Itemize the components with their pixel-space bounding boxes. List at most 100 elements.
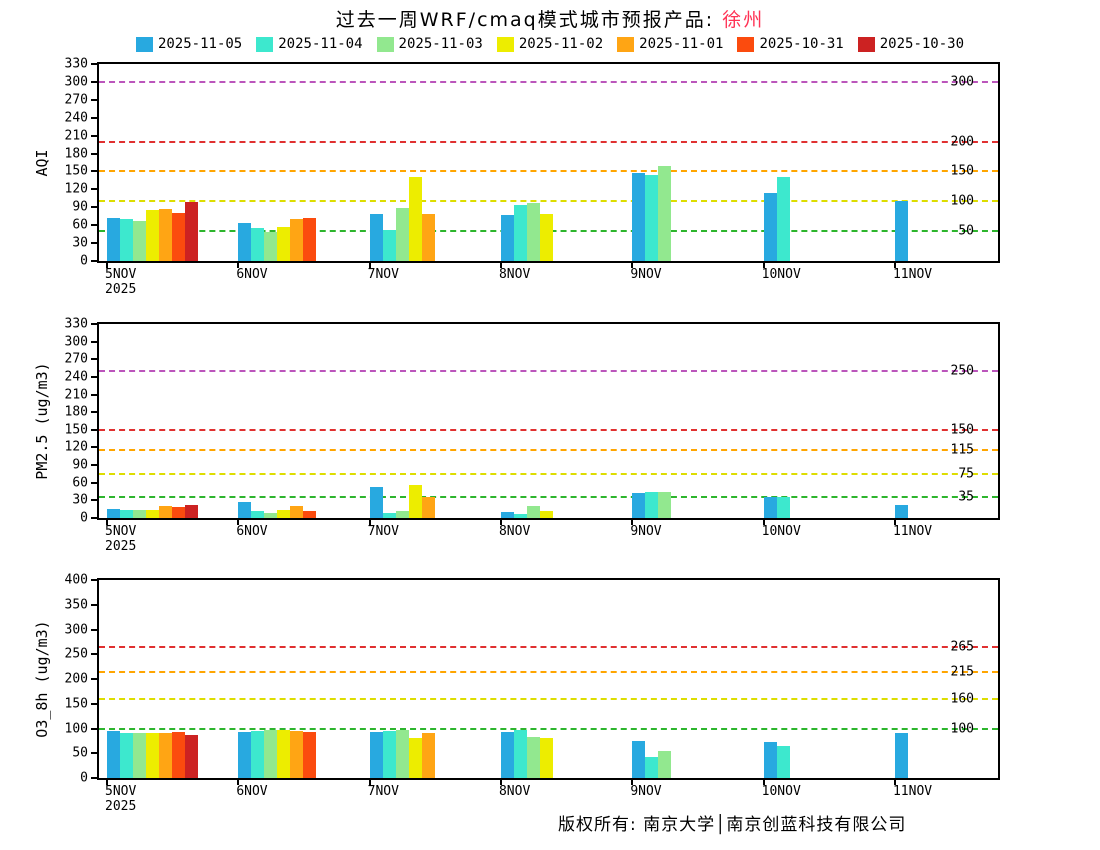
y-tick: [91, 206, 99, 209]
bar-2025-10-30-5NOV: [185, 201, 198, 261]
legend-swatch: [135, 36, 153, 52]
threshold-label-215: 215: [950, 664, 974, 680]
bar-2025-11-05-5NOV: [107, 218, 120, 261]
bar-2025-11-04-5NOV: [120, 509, 133, 518]
bar-2025-11-05-9NOV: [632, 493, 646, 518]
bar-2025-11-01-6NOV: [290, 730, 304, 778]
threshold-label-150: 150: [950, 163, 974, 179]
threshold-label-35: 35: [958, 489, 974, 505]
y-tick-label: 90: [72, 457, 88, 473]
bar-2025-11-05-9NOV: [632, 172, 646, 261]
x-tick-label: 6NOV: [236, 524, 268, 539]
y-tick-label: 120: [64, 439, 88, 455]
threshold-line-200: [99, 140, 998, 143]
y-tick-label: 50: [72, 745, 88, 761]
bar-2025-11-02-7NOV: [408, 484, 422, 518]
threshold-line-160: [99, 697, 998, 700]
legend-label: 2025-11-02: [518, 36, 604, 52]
bar-2025-11-04-6NOV: [251, 730, 265, 778]
bar-2025-11-03-8NOV: [526, 506, 540, 518]
bar-2025-11-01-6NOV: [290, 219, 304, 261]
y-tick-label: 150: [64, 422, 88, 438]
y-tick-label: 350: [64, 597, 88, 613]
y-tick: [91, 224, 99, 227]
bar-2025-10-31-6NOV: [303, 510, 317, 518]
bar-2025-11-02-5NOV: [146, 510, 159, 518]
x-tick: [893, 518, 896, 525]
bar-2025-11-04-10NOV: [776, 745, 790, 778]
y-tick-label: 150: [64, 696, 88, 712]
y-tick: [91, 80, 99, 83]
y-tick-label: 0: [80, 770, 88, 786]
y-tick: [91, 481, 99, 484]
x-tick: [106, 261, 108, 268]
y-tick: [91, 411, 99, 414]
y-axis-title-pm25: PM2.5 (ug/m3): [33, 362, 51, 480]
threshold-line-265: [99, 645, 998, 648]
legend-label: 2025-11-05: [157, 36, 243, 52]
bar-2025-11-03-7NOV: [395, 730, 409, 778]
bar-2025-11-05-11NOV: [894, 733, 908, 778]
threshold-label-250: 250: [950, 363, 974, 379]
x-tick-label: 8NOV: [498, 524, 531, 539]
threshold-line-300: [99, 80, 998, 83]
bar-2025-11-05-9NOV: [632, 740, 646, 778]
threshold-line-75: [99, 472, 998, 475]
bar-2025-11-03-7NOV: [395, 510, 409, 518]
y-tick: [91, 63, 99, 65]
y-tick-label: 100: [64, 721, 88, 736]
bar-2025-11-05-10NOV: [763, 742, 777, 778]
bar-2025-11-03-7NOV: [395, 208, 409, 261]
bar-2025-11-03-9NOV: [658, 750, 672, 778]
bar-2025-11-02-6NOV: [277, 226, 291, 261]
bar-2025-11-03-9NOV: [658, 165, 672, 261]
x-tick-label: 10NOV: [761, 267, 801, 282]
bar-2025-11-03-5NOV: [133, 510, 146, 518]
y-tick: [91, 579, 99, 581]
bar-2025-11-05-6NOV: [238, 731, 252, 778]
x-tick: [368, 518, 371, 525]
x-tick-label: 6NOV: [236, 784, 268, 799]
threshold-line-100: [99, 200, 998, 203]
x-tick-label: 11NOV: [892, 524, 933, 539]
x-tick: [762, 261, 765, 268]
x-tick-label: 10NOV: [761, 524, 801, 539]
threshold-line-100: [99, 727, 998, 730]
x-tick: [499, 518, 502, 525]
y-tick: [91, 260, 99, 262]
threshold-label-200: 200: [950, 134, 974, 150]
bar-2025-11-04-8NOV: [513, 513, 527, 518]
y-tick: [91, 678, 99, 680]
threshold-label-100: 100: [950, 193, 974, 209]
legend-item-2025-11-04: 2025-11-04: [256, 36, 363, 52]
threshold-label-160: 160: [950, 691, 974, 707]
legend-item-2025-10-31: 2025-10-31: [737, 36, 844, 52]
y-tick-label: 240: [64, 369, 88, 385]
page-title: 过去一周WRF/cmaq模式城市预报产品: 徐州: [0, 5, 1100, 32]
x-tick-label: 5NOV: [105, 784, 137, 799]
y-tick: [91, 727, 99, 730]
bar-2025-10-31-5NOV: [172, 213, 185, 261]
y-tick-label: 270: [64, 92, 88, 108]
bar-2025-11-04-5NOV: [120, 219, 133, 261]
x-tick-sublabel: 2025: [105, 282, 137, 297]
bar-2025-11-04-8NOV: [513, 205, 527, 261]
bar-2025-11-03-8NOV: [526, 203, 540, 261]
bar-2025-11-04-10NOV: [776, 176, 790, 261]
legend: 2025-11-05 2025-11-04 2025-11-03 2025-11-02…: [0, 36, 1100, 52]
y-tick: [91, 464, 99, 467]
x-tick: [762, 518, 765, 525]
bar-2025-11-04-7NOV: [382, 513, 396, 518]
title-city: 徐州: [722, 9, 765, 31]
bar-2025-11-03-6NOV: [264, 513, 278, 518]
x-tick-label: 11NOV: [892, 784, 933, 799]
bar-2025-11-05-11NOV: [894, 505, 908, 518]
bar-2025-11-05-11NOV: [894, 201, 908, 261]
bar-2025-11-03-5NOV: [133, 221, 146, 261]
bar-2025-11-02-7NOV: [408, 177, 422, 261]
bar-2025-11-01-5NOV: [159, 733, 172, 778]
x-tick: [368, 261, 371, 268]
legend-label: 2025-11-01: [639, 36, 724, 52]
x-tick-label: 8NOV: [498, 784, 531, 799]
threshold-label-265: 265: [950, 639, 974, 655]
